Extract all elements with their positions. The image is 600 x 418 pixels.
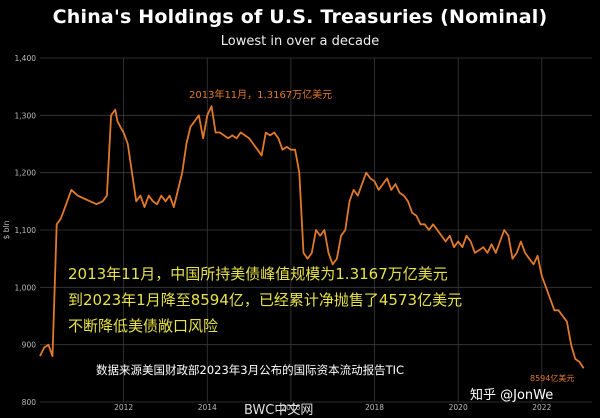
zhihu-watermark: 知乎 @JonWe: [470, 388, 554, 403]
series-layer: [39, 105, 585, 369]
gridlines: [40, 57, 592, 403]
x-tick-label: 2012: [114, 403, 133, 412]
note-line-3: 不断降低美债敞口风险: [68, 317, 219, 335]
trough-annotation: 8594亿美元: [530, 374, 575, 383]
y-tick-label: 1,100: [15, 226, 37, 235]
source-note: 数据来源美国财政部2023年3月公布的国际资本流动报告TIC: [96, 363, 405, 377]
bwc-watermark: BWC中文网: [244, 403, 314, 418]
y-tick-label: 1,300: [15, 111, 37, 120]
y-tick-label: 900: [22, 341, 37, 350]
x-tick-label: 2014: [198, 403, 217, 412]
note-line-2: 到2023年1月降至8594亿，已经累计净抛售了4573亿美元: [68, 291, 463, 309]
x-tick-label: 2016: [281, 403, 300, 412]
y-tick-label: 800: [22, 398, 37, 407]
chart-subtitle: Lowest in over a decade: [220, 34, 380, 49]
peak-annotation: 2013年11月，1.3167万亿美元: [189, 90, 333, 101]
y-axis-label: $ bln: [2, 220, 11, 239]
note-line-1: 2013年11月，中国所持美债峰值规模为1.3167万亿美元: [68, 265, 448, 283]
y-tick-label: 1,400: [15, 54, 37, 63]
x-tick-label: 2022: [532, 403, 551, 412]
y-tick-label: 1,200: [15, 169, 37, 178]
x-tick-label: 2018: [365, 403, 384, 412]
axes: 800 900 1,000 1,100 1,200 1,300 1,400 2012 2014 2…: [2, 54, 552, 412]
chart-title: China's Holdings of U.S. Treasuries (Nom…: [52, 6, 548, 28]
x-tick-label: 2020: [449, 403, 468, 412]
y-tick-label: 1,000: [15, 283, 37, 292]
series-line-0: [39, 105, 585, 369]
